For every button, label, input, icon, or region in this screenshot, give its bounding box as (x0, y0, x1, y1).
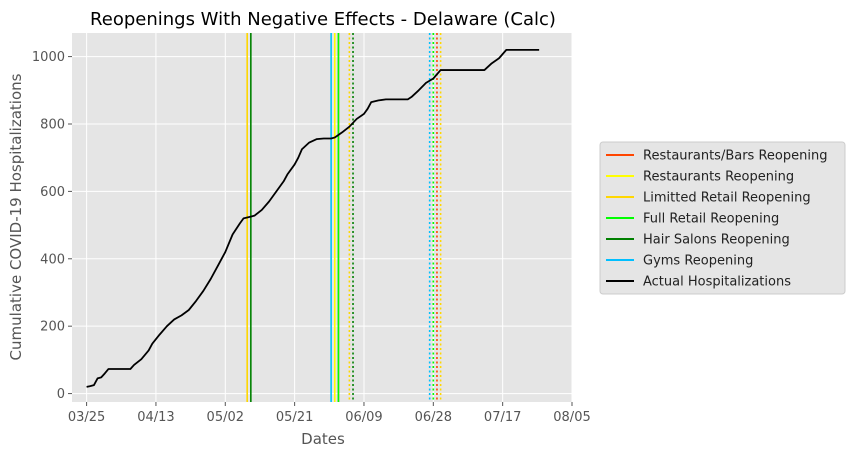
x-tick-label: 06/09 (345, 410, 382, 425)
x-tick-label: 07/17 (484, 410, 521, 425)
y-axis-label: Cumulative COVID-19 Hospitalizations (7, 73, 25, 360)
plot-background (72, 33, 572, 402)
legend-label: Gyms Reopening (643, 254, 753, 269)
legend: Restaurants/Bars Reopening Restaurants Re… (599, 141, 846, 295)
x-axis-label: Dates (301, 430, 345, 448)
y-tick-label: 800 (40, 117, 65, 132)
x-tick-label: 06/28 (415, 410, 452, 425)
legend-label: Restaurants Reopening (643, 170, 794, 185)
x-tick-label: 04/13 (137, 410, 174, 425)
x-tick-label: 05/02 (207, 410, 244, 425)
legend-label: Actual Hospitalizations (643, 275, 791, 290)
y-tick-label: 0 (57, 387, 65, 402)
x-axis-ticks: 03/25 04/13 05/02 05/21 06/09 06/28 07/17 08/05 (68, 402, 591, 425)
y-tick-label: 400 (40, 252, 65, 267)
y-tick-label: 200 (40, 320, 65, 335)
legend-label: Limitted Retail Reopening (643, 191, 811, 206)
y-tick-label: 600 (40, 185, 65, 200)
y-tick-label: 1000 (32, 50, 65, 65)
legend-items: Restaurants/Bars Reopening Restaurants Re… (606, 149, 827, 290)
y-axis-ticks: 0 200 400 600 800 1000 (32, 50, 72, 402)
legend-label: Restaurants/Bars Reopening (643, 149, 827, 164)
reopening-lines (246, 33, 442, 402)
x-tick-label: 08/05 (553, 410, 590, 425)
legend-label: Hair Salons Reopening (643, 233, 790, 248)
x-tick-label: 03/25 (68, 410, 105, 425)
chart-title: Reopenings With Negative Effects - Delaw… (90, 9, 556, 30)
x-tick-label: 05/21 (276, 410, 313, 425)
series-line-actual-hospitalizations (86, 48, 540, 388)
legend-box (599, 141, 846, 295)
legend-label: Full Retail Reopening (643, 212, 779, 227)
series-layer (86, 48, 540, 388)
